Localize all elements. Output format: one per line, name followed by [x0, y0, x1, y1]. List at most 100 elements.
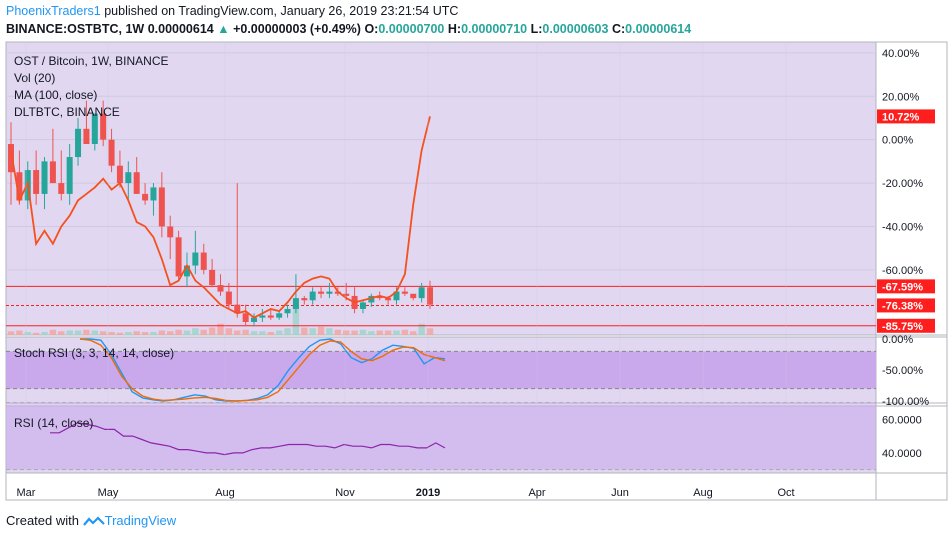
- volume-bar: [133, 331, 140, 335]
- candle-body: [393, 291, 400, 301]
- candle-body: [108, 139, 115, 166]
- price-label-text: -85.75%: [882, 321, 923, 333]
- candle-body: [167, 226, 174, 238]
- x-tick-label: May: [98, 487, 119, 499]
- candle-body: [116, 165, 123, 184]
- candle-body: [41, 161, 48, 194]
- candle-body: [427, 287, 433, 305]
- candle-body: [142, 193, 149, 201]
- volume-bar: [225, 328, 233, 335]
- candle-body: [343, 293, 350, 296]
- symbol-label: BINANCE:OSTBTC, 1W: [6, 22, 145, 36]
- candle-body: [217, 285, 224, 292]
- stoch-y-tick: -50.00%: [882, 365, 923, 377]
- candle-body: [242, 313, 249, 322]
- volume-bar: [284, 328, 291, 335]
- x-tick-label: Mar: [17, 487, 36, 499]
- candle-body: [133, 172, 140, 194]
- candle-body: [16, 172, 23, 201]
- volume-bar: [200, 329, 207, 335]
- volume-bar: [343, 330, 350, 335]
- volume-bar: [259, 331, 266, 335]
- volume-bar: [384, 330, 392, 335]
- candle-body: [309, 291, 316, 301]
- volume-bar: [242, 329, 249, 335]
- y-tick-label: 0.00%: [882, 135, 913, 147]
- volume-bar: [158, 330, 166, 335]
- candle-body: [301, 298, 308, 301]
- volume-bar: [116, 332, 124, 335]
- volume-bar: [49, 329, 57, 335]
- candle-body: [158, 187, 165, 227]
- candle-body: [284, 308, 291, 314]
- volume-bar: [317, 326, 325, 335]
- candle-body: [276, 313, 283, 318]
- candle-body: [326, 291, 333, 294]
- candle-body: [225, 291, 232, 305]
- candle-body: [318, 291, 325, 294]
- price-label-badge: [877, 298, 935, 313]
- volume-bar: [267, 332, 274, 335]
- y-tick-label: 40.00%: [882, 48, 920, 60]
- volume-bar: [309, 328, 316, 335]
- candle-body: [125, 172, 132, 184]
- volume-bar: [426, 328, 434, 335]
- volume-bar: [7, 331, 15, 335]
- candle-body: [376, 295, 383, 299]
- candle-body: [259, 315, 266, 318]
- volume-bar: [410, 331, 417, 335]
- stoch-y-tick: -100.00%: [882, 396, 929, 408]
- candle-body: [368, 295, 375, 303]
- high-value: 0.00000710: [461, 22, 528, 36]
- candle-body: [200, 252, 207, 270]
- high-label: H:: [447, 22, 462, 36]
- main-legend-title: OST / Bitcoin, 1W, BINANCE: [14, 54, 169, 68]
- ma-legend: MA (100, close): [14, 88, 97, 102]
- candle-body: [359, 302, 366, 309]
- candle-body: [192, 252, 199, 266]
- volume-bar: [359, 329, 367, 335]
- x-tick-label: Jun: [611, 487, 629, 499]
- y-tick-label: 20.00%: [882, 91, 920, 103]
- x-tick-label: Aug: [693, 487, 713, 499]
- candle-body: [292, 298, 299, 309]
- price-label-text: -76.38%: [882, 300, 923, 312]
- created-with-text: Created with: [6, 513, 79, 528]
- y-tick-label: -40.00%: [882, 221, 923, 233]
- stoch-legend: Stoch RSI (3, 3, 14, 14, close): [14, 346, 174, 360]
- candle-body: [418, 287, 425, 299]
- open-label: O:: [364, 22, 379, 36]
- volume-bar: [334, 329, 342, 335]
- volume-bar: [83, 329, 90, 335]
- close-label: C:: [611, 22, 626, 36]
- volume-legend: Vol (20): [14, 71, 55, 85]
- open-value: 0.00000700: [378, 22, 445, 36]
- x-tick-label: Apr: [528, 487, 545, 499]
- volume-bar: [208, 327, 216, 335]
- tradingview-link[interactable]: TradingView: [104, 513, 177, 528]
- volume-bar: [326, 328, 333, 335]
- volume-bar: [41, 332, 48, 335]
- volume-bar: [16, 330, 23, 335]
- change-value: +0.00000003 (+0.49%): [233, 22, 361, 36]
- candle-body: [49, 161, 56, 184]
- price-label-badge: [877, 279, 935, 294]
- volume-bar: [66, 330, 73, 335]
- candle-body: [58, 183, 65, 194]
- rsi-y-tick: 60.0000: [882, 414, 922, 426]
- volume-bar: [167, 331, 174, 335]
- time-axis: [6, 473, 876, 500]
- last-price: 0.00000614: [147, 22, 214, 36]
- volume-bar: [108, 332, 115, 335]
- volume-bar: [393, 330, 400, 335]
- volume-bar: [292, 305, 300, 335]
- volume-bar: [32, 332, 40, 335]
- chart-frame: [5, 41, 948, 501]
- compare-legend: DLTBTC, BINANCE: [14, 105, 120, 119]
- price-label-badge: [877, 109, 935, 124]
- author-link[interactable]: PhoenixTraders1: [6, 4, 101, 18]
- candle-body: [385, 298, 392, 301]
- volume-bar: [301, 327, 308, 335]
- x-tick-label: Aug: [215, 487, 235, 499]
